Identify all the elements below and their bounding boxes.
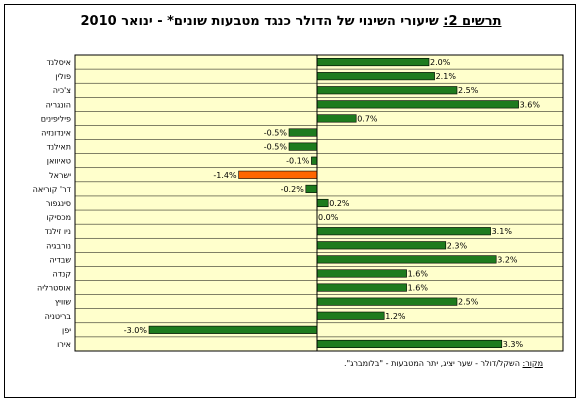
value-label: 0.7% [357, 114, 378, 123]
bar [316, 198, 329, 208]
bar [316, 339, 503, 349]
value-label: -3.0% [124, 326, 148, 335]
bar [316, 241, 447, 250]
category-label: יפן [62, 326, 71, 335]
source-text: השקל/דולר - שער יציג, יתר המטבעות - "בלו… [343, 359, 520, 368]
bar [288, 142, 318, 151]
category-label: הונגריה [46, 100, 71, 109]
category-label: תאילנד [46, 143, 71, 152]
category-label: קנדה [53, 269, 72, 278]
bar [305, 184, 318, 193]
value-label: 0.0% [318, 213, 339, 222]
category-label: פולין [55, 72, 71, 81]
category-label: איסלנד [47, 58, 71, 67]
value-label: 1.6% [408, 269, 429, 278]
bar [316, 100, 519, 109]
source-note: מקור: השקל/דולר - שער יציג, יתר המטבעות … [344, 359, 543, 368]
category-label: טאיוואן [47, 157, 71, 166]
category-label: פיליפינים [41, 114, 71, 123]
bar [316, 255, 497, 264]
value-label: 2.1% [436, 72, 457, 81]
value-label: 3.6% [520, 100, 541, 109]
value-label: 2.5% [458, 298, 479, 307]
value-label: 2.5% [458, 86, 479, 95]
category-label: ניו זילנד [45, 227, 71, 236]
chart-frame: תרשים 2: שיעורי השינוי של הדולר כנגד מטב… [4, 4, 576, 398]
chart-title-text: שיעורי השינוי של הדולר כנגד מטבעות שונים… [80, 14, 439, 29]
value-label: -0.5% [264, 143, 288, 152]
chart-title-prefix: תרשים 2: [443, 14, 502, 29]
bar [148, 325, 318, 334]
bar [316, 227, 491, 236]
bar [316, 86, 458, 95]
bar [316, 311, 385, 320]
bar [316, 283, 407, 292]
value-label: 1.2% [385, 312, 406, 321]
category-label: מכסיקו [47, 213, 72, 222]
category-label: דר' קוריאה [33, 185, 72, 194]
value-label: 0.2% [329, 199, 350, 208]
value-label: 3.1% [492, 227, 513, 236]
value-label: 2.3% [447, 241, 468, 250]
category-label: סינגפור [46, 199, 71, 208]
source-label: מקור: [522, 359, 544, 368]
value-label: -1.4% [213, 171, 237, 180]
category-label: אוסטרליה [37, 284, 71, 293]
category-label: נורבגיה [46, 241, 71, 250]
bar [311, 156, 318, 165]
category-label: שוויץ [55, 298, 71, 307]
chart-title: תרשים 2: שיעורי השינוי של הדולר כנגד מטב… [5, 14, 577, 29]
value-label: 3.3% [503, 340, 524, 349]
value-label: 2.0% [430, 58, 451, 67]
value-label: 3.2% [497, 255, 518, 264]
bar-chart: איסלנד 2.0% פולין 2.1% צ'כיה 2.5% הונגריה 3.6% פ… [33, 54, 564, 352]
category-label: שבדיה [49, 255, 71, 264]
category-label: אירו [57, 340, 71, 349]
category-label: בריטניה [45, 312, 72, 321]
bar [316, 72, 435, 81]
category-label: אינדונזיה [41, 129, 71, 138]
value-label: -0.2% [281, 185, 305, 194]
category-label: ישראל [49, 171, 71, 180]
bar [238, 170, 318, 179]
bar [316, 269, 407, 278]
category-label: צ'כיה [53, 86, 71, 95]
bar [316, 297, 458, 306]
bar [288, 128, 318, 137]
value-label: -0.1% [286, 157, 310, 166]
value-label: 1.6% [408, 284, 429, 293]
value-label: -0.5% [264, 129, 288, 138]
bar [316, 57, 430, 67]
bar [316, 114, 357, 123]
